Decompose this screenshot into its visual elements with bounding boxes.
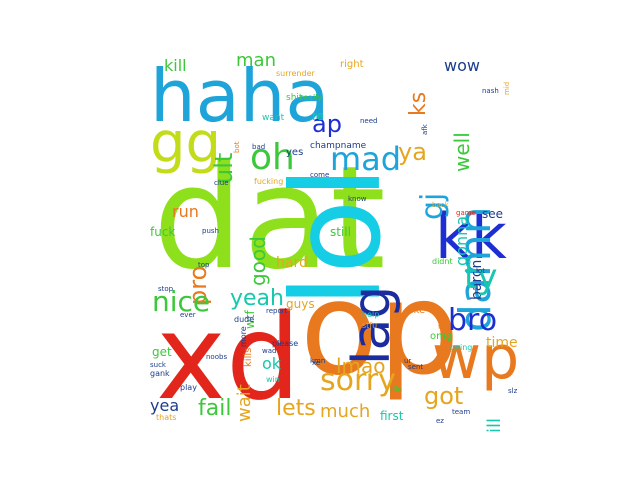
word-mad: mad xyxy=(330,140,402,178)
word-oh: oh xyxy=(250,137,295,178)
word-dude: dude xyxy=(234,315,255,324)
word-man: man xyxy=(236,50,276,71)
word-gank: gank xyxy=(150,369,170,378)
word-get: get xyxy=(152,345,172,359)
word-see: see xyxy=(482,207,504,221)
word-know: know xyxy=(348,195,367,203)
word-fuck: fuck xyxy=(150,225,176,239)
word-kmn: kmn xyxy=(310,357,326,365)
word-hard: hard xyxy=(276,255,308,271)
word-fail: fail xyxy=(198,396,232,421)
word-yea: yea xyxy=(150,396,180,415)
word-like: like xyxy=(408,305,426,316)
word-ur: ur xyxy=(404,357,412,365)
word-need: need xyxy=(360,117,378,125)
word-surrender: surrender xyxy=(276,69,315,78)
word-lmao: lmao xyxy=(336,354,386,378)
word-noobs: noobs xyxy=(206,353,228,361)
word-nash: nash xyxy=(482,87,499,95)
word-report: report xyxy=(266,307,288,315)
word-more: more xyxy=(239,326,248,347)
word-want: want xyxy=(262,113,285,123)
word-afk: afk xyxy=(421,124,429,135)
word-yeah: yeah xyxy=(230,286,284,311)
word-kill: kill xyxy=(164,56,187,75)
word-good: good xyxy=(246,236,270,286)
word-wp: wp xyxy=(432,323,520,393)
word-team: team xyxy=(452,408,471,416)
word-suck: suck xyxy=(150,361,166,369)
word-help: help xyxy=(362,310,380,319)
word-top: top xyxy=(198,261,210,269)
word-ty: ty xyxy=(464,257,498,297)
word-first: first xyxy=(380,409,404,423)
word-didnt: didnt xyxy=(432,257,453,266)
word-got: got xyxy=(424,382,464,410)
word-lets: lets xyxy=(276,396,316,421)
word-win: win xyxy=(266,375,280,384)
word-ever: ever xyxy=(180,311,196,319)
word-gg: gg xyxy=(150,111,222,176)
word-thats: thats xyxy=(156,413,177,422)
word-come: come xyxy=(310,171,330,179)
word-sent: sent xyxy=(408,363,424,371)
word-kills: kills xyxy=(243,347,254,367)
word-bro: bro xyxy=(448,303,498,338)
word-run: run xyxy=(172,202,199,221)
word-lot: lot xyxy=(476,267,485,275)
word-slz: slz xyxy=(508,387,518,395)
word-fucking: fucking xyxy=(254,177,284,186)
word-wait: wait xyxy=(234,384,255,422)
word-ap: ap xyxy=(312,110,342,138)
word-nice: nice xyxy=(152,285,211,318)
word-omg: omg xyxy=(430,331,453,342)
word-much: much xyxy=(320,401,371,422)
word-haha: haha xyxy=(150,54,330,138)
word-well: well xyxy=(450,132,474,172)
word-xd: xd xyxy=(156,288,301,426)
word-dat: dat xyxy=(153,136,386,301)
word-game: game xyxy=(456,209,476,217)
word-wad: wad xyxy=(262,347,277,355)
word-shit: shit xyxy=(286,93,303,103)
word-please: please xyxy=(272,339,299,348)
word-sorry: sorry xyxy=(320,363,396,398)
word-clue: clue xyxy=(214,179,229,187)
word-right: right xyxy=(340,59,364,70)
word-die: die xyxy=(390,385,403,394)
word-time: time xyxy=(486,335,518,351)
word-champname: champname xyxy=(310,141,367,151)
word-push: push xyxy=(202,227,219,235)
word-really: really xyxy=(300,93,323,102)
word-kk: kk xyxy=(435,200,507,273)
word-stop: stop xyxy=(158,285,174,293)
word-mid: mid xyxy=(503,81,511,95)
word-ez: ez xyxy=(436,417,444,425)
word-bad: bad xyxy=(252,143,266,151)
word-cloud: dat xd op lol haha kk wp gg lag damn gj … xyxy=(150,48,520,434)
word-play: play xyxy=(180,383,197,392)
word-ya: ya xyxy=(398,138,427,166)
word-guys: guys xyxy=(286,297,315,311)
word-still: still xyxy=(330,225,351,239)
word-ill: ill xyxy=(484,417,505,433)
word-yes: yes xyxy=(286,147,304,158)
word-bot: bot xyxy=(233,141,241,153)
word-fed: fed xyxy=(438,323,450,331)
word-ok: ok xyxy=(262,354,282,373)
word-stfu: stfu xyxy=(362,321,378,330)
word-going: going xyxy=(450,343,473,352)
word-wow: wow xyxy=(444,56,480,75)
word-op: op xyxy=(300,255,460,404)
word-back: back xyxy=(432,201,449,209)
word-xe: xe xyxy=(312,359,321,367)
word-ks: ks xyxy=(406,91,431,116)
word-re: re xyxy=(312,109,325,123)
